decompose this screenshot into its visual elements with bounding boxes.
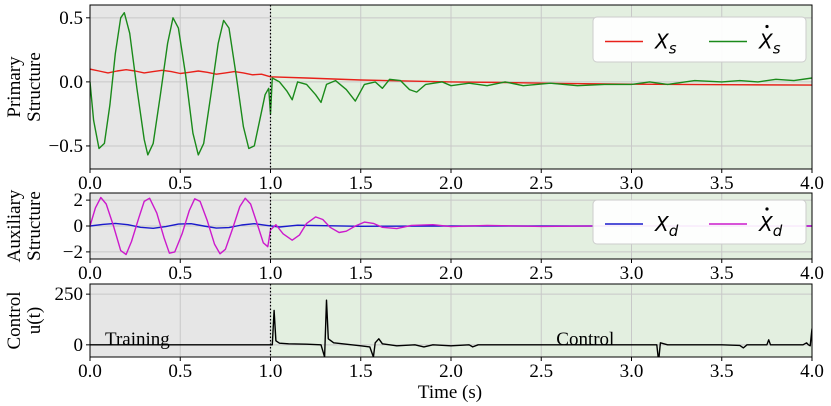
y-tick-label: −0.5 bbox=[49, 136, 83, 157]
x-tick-label: 4.0 bbox=[800, 173, 824, 194]
legend-entry: Xs bbox=[758, 30, 781, 58]
legend-box bbox=[592, 199, 807, 245]
series-xd_dot bbox=[90, 196, 812, 256]
y-axis-label-line: Structure bbox=[24, 191, 45, 261]
x-tick-label: 0.0 bbox=[78, 173, 102, 194]
y-axis-label-line: Structure bbox=[24, 52, 45, 122]
x-tick-label: 1.0 bbox=[259, 361, 283, 382]
legend-symbol: X bbox=[654, 212, 670, 236]
legend-dot-accent bbox=[765, 207, 769, 211]
y-axis-label-line: Control bbox=[4, 291, 25, 349]
y-axis-label-line: Auxiliary bbox=[4, 189, 25, 262]
x-tick-label: 2.5 bbox=[529, 361, 553, 382]
x-tick-label: 4.0 bbox=[800, 263, 824, 284]
legend-subscript: d bbox=[773, 222, 783, 240]
y-axis-label: PrimaryStructure bbox=[4, 52, 45, 122]
series-u bbox=[90, 299, 812, 357]
y-tick-label: 0 bbox=[74, 335, 84, 356]
x-tick-label: 3.5 bbox=[710, 173, 734, 194]
x-tick-label: 1.5 bbox=[349, 173, 373, 194]
x-tick-label: 1.5 bbox=[349, 263, 373, 284]
x-tick-label: 1.0 bbox=[259, 263, 283, 284]
legend-subscript: s bbox=[773, 40, 781, 58]
legend-subscript: s bbox=[669, 40, 677, 58]
y-tick-label: 0 bbox=[74, 216, 84, 237]
y-axis-label-line: u(t) bbox=[24, 307, 45, 334]
y-axis-label: Controlu(t) bbox=[4, 291, 45, 349]
y-tick-label: 0.0 bbox=[59, 72, 83, 93]
region-annotation: Control bbox=[556, 329, 614, 350]
legend-entry: Xs bbox=[654, 30, 677, 58]
legend-symbol: X bbox=[654, 30, 670, 54]
y-tick-label: 0.5 bbox=[59, 8, 83, 29]
x-tick-label: 3.5 bbox=[710, 263, 734, 284]
legend-symbol: X bbox=[758, 30, 774, 54]
x-tick-label: 2.0 bbox=[439, 173, 463, 194]
x-tick-label: 1.0 bbox=[259, 173, 283, 194]
auxiliary-structure-panel: 0.0 0.5 1.0 1.5 2.0 2.5 3.0 3.5 4.0 2 0 −2 Auxiliary… bbox=[4, 189, 824, 284]
primary-structure-panel: 0.0 0.5 1.0 1.5 2.0 2.5 3.0 3.5 4.00.50.0−0.5Pri… bbox=[4, 4, 824, 194]
x-tick-label: 0.0 bbox=[78, 263, 102, 284]
x-tick-label: 2.5 bbox=[529, 263, 553, 284]
legend-entry: Xd bbox=[758, 212, 783, 240]
y-axis-label: AuxiliaryStructure bbox=[4, 189, 45, 262]
x-tick-label: 3.0 bbox=[620, 361, 644, 382]
series-xs bbox=[90, 68, 812, 86]
series-xs_dot bbox=[90, 12, 812, 156]
legend-subscript: d bbox=[669, 222, 679, 240]
legend-entry: Xd bbox=[654, 212, 679, 240]
x-tick-label: 3.5 bbox=[710, 361, 734, 382]
x-axis-label: Time (s) bbox=[418, 382, 482, 403]
x-tick-label: 0.5 bbox=[168, 263, 192, 284]
y-tick-label: 250 bbox=[55, 284, 84, 305]
x-tick-label: 3.0 bbox=[620, 263, 644, 284]
x-tick-label: 0.5 bbox=[168, 173, 192, 194]
y-axis-label-line: Primary bbox=[4, 56, 25, 118]
x-tick-label: 3.0 bbox=[620, 173, 644, 194]
x-tick-label: 2.5 bbox=[529, 173, 553, 194]
y-tick-label: 2 bbox=[74, 190, 84, 211]
x-tick-label: 2.0 bbox=[439, 361, 463, 382]
legend-symbol: X bbox=[758, 212, 774, 236]
region-annotation: Training bbox=[105, 329, 170, 350]
y-tick-label: −2 bbox=[63, 242, 83, 263]
legend-dot-accent bbox=[765, 24, 769, 29]
x-tick-label: 1.5 bbox=[349, 361, 373, 382]
series-xd bbox=[90, 222, 812, 229]
x-tick-label: 0.5 bbox=[168, 361, 192, 382]
x-tick-label: 4.0 bbox=[800, 361, 824, 382]
x-tick-label: 2.0 bbox=[439, 263, 463, 284]
control-panel: 0.0 0.5 1.0 1.5 2.0 2.5 3.0 3.5 4.02500Controlu(… bbox=[4, 283, 824, 382]
legend-box bbox=[592, 16, 807, 63]
x-tick-label: 0.0 bbox=[78, 361, 102, 382]
